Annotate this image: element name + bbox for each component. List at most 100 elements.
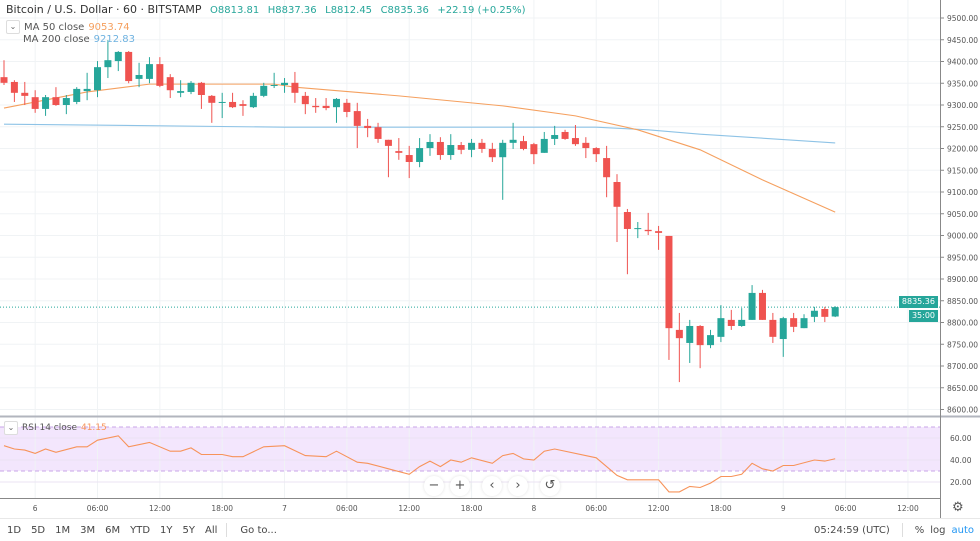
range-6m[interactable]: 6M xyxy=(105,524,121,536)
reset-chart-button[interactable]: ↺ xyxy=(540,476,560,496)
zoom-controls: − + ‹ › ↺ xyxy=(424,476,560,496)
candle-body xyxy=(499,142,507,158)
percent-scale-toggle[interactable]: % xyxy=(914,524,925,536)
candle xyxy=(73,87,81,105)
candle-body xyxy=(634,228,642,230)
utc-clock[interactable]: 05:24:59 (UTC) xyxy=(814,524,890,536)
time-tick-label: 9 xyxy=(781,504,786,513)
candle-body xyxy=(125,51,133,82)
range-1y[interactable]: 1Y xyxy=(160,524,173,536)
candle-body xyxy=(571,138,579,145)
rsi-label: RSI 14 close xyxy=(22,423,77,433)
collapse-chevron-icon[interactable]: ⌄ xyxy=(6,20,20,34)
time-tick-label: 8 xyxy=(531,504,536,513)
candle xyxy=(468,138,476,158)
time-tick-label: 12:00 xyxy=(149,504,171,513)
candle xyxy=(644,212,652,236)
candle-body xyxy=(810,310,818,317)
candle xyxy=(94,61,102,98)
candle-body xyxy=(322,105,330,109)
ohlc-change: +22.19 (+0.25%) xyxy=(437,5,526,16)
candle-body xyxy=(260,85,268,96)
candle-body xyxy=(249,95,257,108)
candle-body xyxy=(582,142,590,149)
symbol-legend: Bitcoin / U.S. Dollar · 60 · BITSTAMP O8… xyxy=(6,3,526,16)
log-scale-toggle[interactable]: log xyxy=(930,524,946,536)
time-tick-label: 12:00 xyxy=(648,504,670,513)
auto-scale-toggle[interactable]: auto xyxy=(951,524,974,536)
rsi-legend: ⌄ RSI 14 close 41.15 xyxy=(4,421,107,435)
candle-body xyxy=(384,139,392,146)
price-tick-label: 8850.00 xyxy=(947,297,978,306)
time-tick-label: 6 xyxy=(33,504,38,513)
range-1d[interactable]: 1D xyxy=(7,524,22,536)
candle xyxy=(790,312,798,333)
candle xyxy=(769,312,777,343)
price-tick-label: 9050.00 xyxy=(947,210,978,219)
goto-button[interactable]: Go to... xyxy=(240,524,277,536)
candle-body xyxy=(405,155,413,162)
ma50-label: MA 50 close xyxy=(24,21,85,33)
candle-body xyxy=(42,97,50,109)
candle xyxy=(125,51,133,84)
candle-body xyxy=(104,60,112,68)
time-tick-label: 7 xyxy=(282,504,287,513)
scroll-forward-button[interactable]: › xyxy=(508,476,528,496)
price-tick-label: 9250.00 xyxy=(947,123,978,132)
range-3m[interactable]: 3M xyxy=(80,524,96,536)
candle-body xyxy=(239,104,247,106)
candle xyxy=(114,51,122,72)
candle-body xyxy=(696,325,704,346)
candle-body xyxy=(790,318,798,327)
candle xyxy=(384,139,392,178)
price-tick-label: 9100.00 xyxy=(947,188,978,197)
candle-body xyxy=(0,77,8,83)
candle xyxy=(332,98,340,123)
candle-body xyxy=(727,319,735,326)
candle xyxy=(187,81,195,95)
candle xyxy=(395,138,403,160)
collapse-chevron-icon[interactable]: ⌄ xyxy=(4,421,18,435)
candle-body xyxy=(551,135,559,139)
ma200-line xyxy=(3,123,836,144)
range-5y[interactable]: 5Y xyxy=(182,524,196,536)
candle-body xyxy=(21,92,29,96)
candle-body xyxy=(166,77,174,91)
range-ytd[interactable]: YTD xyxy=(130,524,151,536)
range-1m[interactable]: 1M xyxy=(55,524,71,536)
settings-gear-icon[interactable]: ⚙ xyxy=(952,500,964,515)
divider xyxy=(901,523,903,537)
zoom-out-button[interactable]: − xyxy=(424,476,444,496)
candle xyxy=(571,125,579,146)
candle xyxy=(229,92,237,109)
candle xyxy=(561,129,569,140)
candle xyxy=(62,94,70,115)
time-tick-label: 18:00 xyxy=(461,504,483,513)
candle-body xyxy=(343,102,351,112)
time-tick-label: 06:00 xyxy=(835,504,857,513)
candle-body xyxy=(758,292,766,320)
candle-body xyxy=(748,292,756,320)
candle xyxy=(21,81,29,105)
candle xyxy=(447,134,455,160)
range-5d[interactable]: 5D xyxy=(31,524,46,536)
candle xyxy=(821,306,829,323)
range-all[interactable]: All xyxy=(205,524,218,536)
candle-body xyxy=(374,127,382,139)
candle xyxy=(249,92,257,109)
candle xyxy=(0,60,8,85)
candle-body xyxy=(281,82,289,85)
candle-body xyxy=(530,144,538,155)
ohlc-open: O8813.81 xyxy=(210,5,260,16)
candle xyxy=(52,87,60,106)
candle xyxy=(509,122,517,149)
zoom-in-button[interactable]: + xyxy=(450,476,470,496)
candle xyxy=(83,72,91,101)
candle xyxy=(31,90,39,113)
rsi-line xyxy=(3,435,836,493)
candle xyxy=(436,137,444,160)
scroll-back-button[interactable]: ‹ xyxy=(482,476,502,496)
time-tick-label: 06:00 xyxy=(585,504,607,513)
candle xyxy=(166,74,174,99)
